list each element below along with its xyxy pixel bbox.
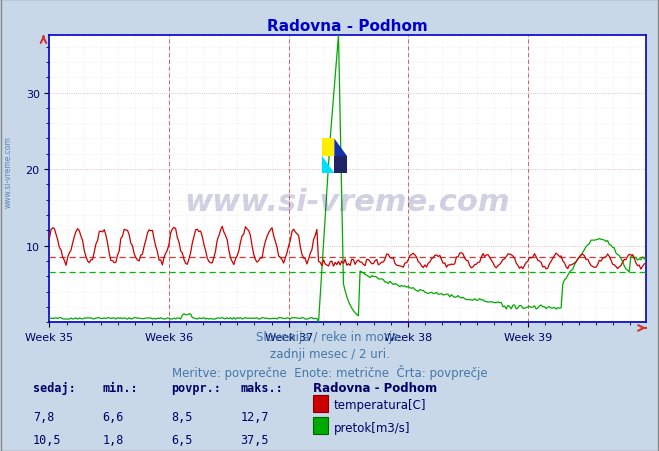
FancyBboxPatch shape — [334, 156, 347, 174]
Polygon shape — [334, 139, 347, 174]
Text: 6,6: 6,6 — [102, 410, 123, 423]
Text: Slovenija / reke in morje.: Slovenija / reke in morje. — [256, 330, 403, 343]
FancyBboxPatch shape — [322, 139, 334, 156]
Text: Meritve: povprečne  Enote: metrične  Črta: povprečje: Meritve: povprečne Enote: metrične Črta:… — [172, 364, 487, 379]
Text: povpr.:: povpr.: — [171, 381, 221, 394]
Title: Radovna - Podhom: Radovna - Podhom — [268, 18, 428, 33]
Text: 10,5: 10,5 — [33, 433, 61, 446]
Text: pretok[m3/s]: pretok[m3/s] — [334, 421, 411, 433]
Text: 7,8: 7,8 — [33, 410, 54, 423]
Text: 12,7: 12,7 — [241, 410, 269, 423]
Text: www.si-vreme.com: www.si-vreme.com — [185, 188, 511, 216]
Text: 6,5: 6,5 — [171, 433, 192, 446]
Text: 8,5: 8,5 — [171, 410, 192, 423]
Text: sedaj:: sedaj: — [33, 381, 76, 394]
Text: min.:: min.: — [102, 381, 138, 394]
Text: 1,8: 1,8 — [102, 433, 123, 446]
Text: www.si-vreme.com: www.si-vreme.com — [3, 135, 13, 207]
Text: zadnji mesec / 2 uri.: zadnji mesec / 2 uri. — [270, 347, 389, 360]
Polygon shape — [322, 156, 334, 174]
Text: Radovna - Podhom: Radovna - Podhom — [313, 381, 437, 394]
Text: 37,5: 37,5 — [241, 433, 269, 446]
Text: temperatura[C]: temperatura[C] — [334, 398, 426, 411]
Text: maks.:: maks.: — [241, 381, 283, 394]
